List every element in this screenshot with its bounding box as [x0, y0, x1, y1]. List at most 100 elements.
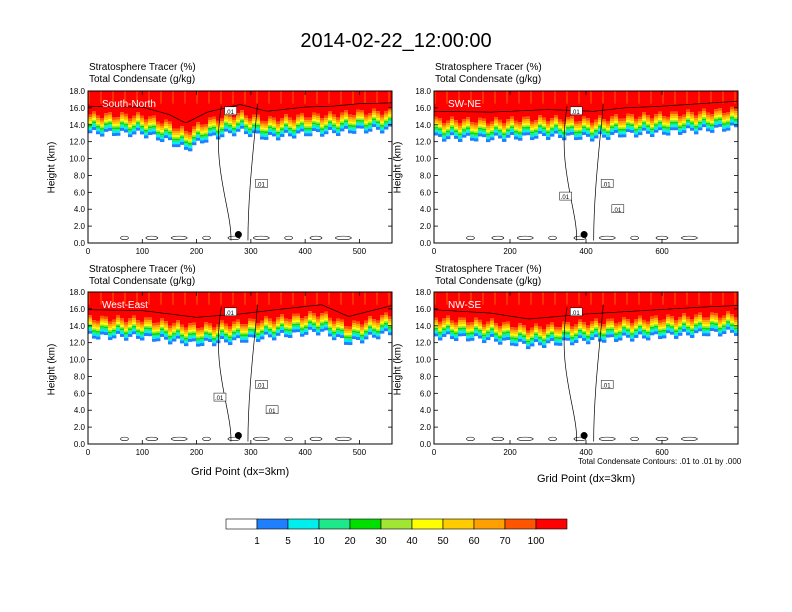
heatmap-cell [462, 123, 467, 126]
heatmap-cell [176, 136, 181, 139]
heatmap-cell [284, 328, 289, 331]
heatmap-cell [462, 125, 467, 128]
heatmap-cell [232, 122, 237, 125]
heatmap-cell [268, 334, 273, 338]
heatmap-cell [184, 91, 189, 132]
heatmap-cell [364, 114, 369, 118]
heatmap-cell [380, 114, 385, 118]
heatmap-cell [164, 131, 169, 134]
heatmap-cell [276, 121, 281, 125]
heatmap-cell [232, 326, 237, 329]
heatmap-cell [344, 333, 349, 335]
heatmap-cell [470, 124, 475, 127]
heatmap-cell [100, 329, 105, 332]
heatmap-cell [454, 130, 459, 133]
heatmap-cell [582, 116, 587, 119]
heatmap-cell [626, 125, 631, 127]
heatmap-cell [518, 132, 523, 134]
heatmap-cell [288, 131, 293, 134]
heatmap-cell [474, 331, 479, 334]
heatmap-cell [446, 91, 451, 121]
heatmap-cell [308, 317, 313, 320]
heatmap-cell [352, 323, 357, 326]
heatmap-cell [562, 124, 567, 127]
heatmap-cell [216, 324, 221, 328]
heatmap-cell [618, 130, 623, 133]
heatmap-cell [634, 327, 639, 330]
heatmap-cell [566, 91, 568, 104]
heatmap-cell [256, 335, 261, 337]
heatmap-cell [590, 329, 595, 332]
heatmap-cell [682, 325, 687, 327]
heatmap-cell [642, 335, 647, 339]
heatmap-cell [514, 334, 519, 337]
heatmap-cell [384, 312, 389, 316]
heatmap-cell [454, 335, 459, 339]
heatmap-cell [168, 133, 173, 136]
heatmap-cell [486, 128, 491, 131]
heatmap-cell [602, 335, 607, 338]
heatmap-cell [300, 292, 305, 319]
heatmap-cell [116, 129, 121, 131]
heatmap-cell [100, 322, 105, 325]
heatmap-cell [204, 292, 209, 323]
heatmap-cell [132, 329, 137, 332]
heatmap-cell [104, 332, 109, 336]
low-cloud-contour [202, 235, 211, 241]
heatmap-cell [466, 292, 471, 323]
heatmap-cell [710, 328, 715, 332]
heatmap-cell [458, 131, 463, 134]
heatmap-cell [264, 128, 269, 130]
heatmap-cell [388, 119, 393, 122]
heatmap-cell [730, 324, 735, 327]
heatmap-cell [606, 136, 611, 140]
heatmap-cell [630, 338, 635, 342]
heatmap-cell [718, 91, 723, 109]
heatmap-cell [698, 91, 700, 104]
heatmap-cell [666, 319, 671, 322]
heatmap-cell [256, 121, 261, 124]
heatmap-cell [260, 120, 265, 124]
heatmap-cell [650, 325, 655, 327]
low-cloud-contour [120, 235, 129, 241]
heatmap-cell [312, 320, 317, 322]
heatmap-cell [156, 338, 161, 342]
heatmap-cell [530, 292, 532, 305]
heatmap-cell [384, 319, 389, 322]
heatmap-cell [320, 120, 325, 123]
heatmap-cell [196, 132, 201, 134]
heatmap-cell [352, 292, 357, 321]
heatmap-cell [646, 330, 651, 332]
x-axis-label: Grid Point (dx=3km) [537, 473, 636, 485]
heatmap-cell [662, 326, 667, 329]
heatmap-cell [490, 131, 495, 134]
heatmap-cell [694, 326, 699, 329]
heatmap-cell [344, 122, 349, 124]
heatmap-cell [466, 119, 471, 122]
heatmap-cell [112, 329, 117, 332]
heatmap-cell [458, 320, 463, 323]
heatmap-cell [140, 122, 145, 125]
heatmap-cell [550, 128, 555, 130]
heatmap-cell [646, 125, 651, 128]
heatmap-cell [108, 326, 113, 329]
heatmap-cell [168, 91, 173, 122]
heatmap-cell [474, 138, 479, 142]
heatmap-cell [490, 325, 495, 327]
heatmap-cell [466, 334, 471, 337]
heatmap-cell [184, 91, 186, 104]
heatmap-cell [328, 322, 333, 325]
heatmap-cell [558, 135, 563, 139]
y-tick-label: 14.0 [69, 121, 85, 130]
heatmap-cell [690, 120, 695, 123]
heatmap-cell [538, 342, 543, 346]
heatmap-cell [642, 125, 647, 128]
heatmap-cell [160, 123, 165, 126]
heatmap-cell [598, 120, 603, 123]
heatmap-cell [192, 329, 197, 332]
heatmap-cell [658, 333, 663, 337]
heatmap-cell [316, 292, 321, 317]
heatmap-cell [108, 119, 113, 121]
heatmap-cell [356, 125, 361, 129]
heatmap-cell [566, 330, 571, 333]
